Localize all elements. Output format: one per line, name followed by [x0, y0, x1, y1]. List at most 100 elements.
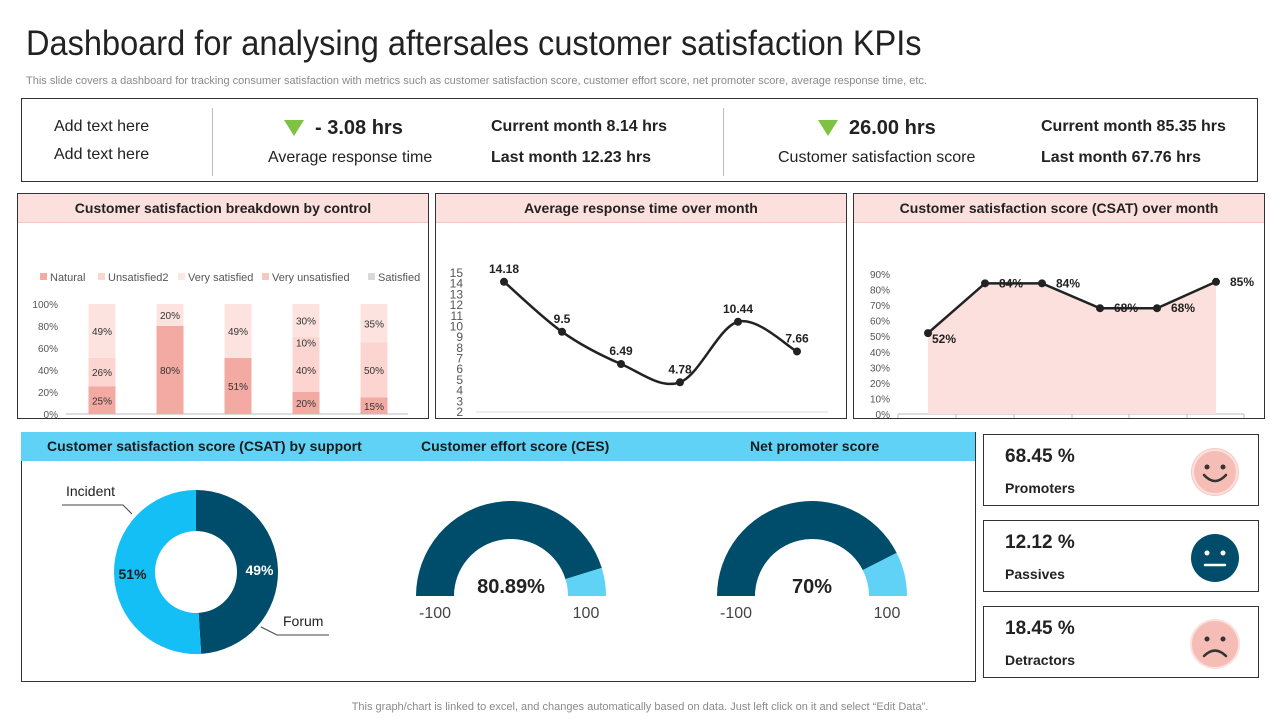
gauge-max-label: 100	[874, 605, 901, 622]
down-arrow-icon	[818, 120, 838, 136]
donut-category-label: Incident	[66, 483, 115, 499]
bar-segment	[292, 337, 320, 348]
y-tick-label: 12	[450, 298, 464, 312]
data-label: 85%	[1230, 275, 1254, 289]
bar-data-label: 26%	[92, 368, 112, 379]
donut-data-label: 49%	[245, 562, 274, 578]
bar-data-label: 10%	[296, 339, 316, 350]
nps-title: Net promoter score	[750, 438, 880, 454]
bar-segment	[88, 386, 116, 414]
y-tick-label: 4	[456, 384, 463, 398]
csat-label: Customer satisfaction score	[778, 149, 976, 166]
data-point	[617, 359, 625, 368]
bar-data-label: 49%	[228, 327, 248, 338]
y-tick-label: 15	[450, 266, 464, 280]
promoters-label: Promoters	[1005, 480, 1076, 496]
y-tick-label: 60%	[870, 317, 890, 328]
placeholder-text-1[interactable]: Add text here	[54, 118, 150, 135]
response-series-line	[503, 280, 798, 386]
bar-data-label: 15%	[364, 402, 384, 413]
bar-segment	[156, 326, 184, 414]
csat-month-chart[interactable]: 0%10%20%30%40%50%60%70%80%90%52%Apr-2384…	[854, 223, 1264, 419]
donut-data-label: 51%	[119, 566, 148, 582]
bar-data-label: 30%	[296, 317, 316, 328]
bar-data-label: 49%	[92, 327, 112, 338]
ces-title: Customer effort score (CES)	[421, 438, 610, 454]
gauge-min-label: -100	[720, 605, 752, 622]
response-current-month: Current month 8.14 hrs	[491, 118, 668, 135]
response-chart[interactable]: 2345678910111213141514.18Apr-239.5May-23…	[436, 223, 846, 419]
response-delta-value: - 3.08 hrs	[315, 117, 403, 139]
y-tick-label: 9	[456, 330, 463, 344]
data-point	[1153, 304, 1161, 313]
bar-data-label: 20%	[296, 399, 316, 410]
sad-face-icon	[1190, 619, 1240, 669]
y-tick-label: 8	[456, 341, 463, 355]
data-label: 84%	[1056, 276, 1080, 290]
csat-series-line	[927, 280, 1217, 335]
y-tick-label: 20%	[870, 379, 890, 390]
data-point	[734, 317, 742, 326]
passives-pct: 12.12 %	[1005, 532, 1075, 553]
gauge-segment	[717, 501, 897, 596]
gauge-value: 70%	[792, 576, 832, 598]
bar-segment	[292, 348, 320, 392]
leader-line	[62, 504, 133, 515]
data-label: 7.66	[785, 331, 809, 345]
legend-swatch	[40, 273, 47, 280]
y-tick-label: 0%	[44, 410, 59, 419]
bar-segment	[360, 397, 388, 414]
data-point	[924, 329, 932, 338]
bar-segment	[156, 304, 184, 326]
y-tick-label: 60%	[38, 344, 58, 355]
promoters-card: 68.45 % Promoters	[983, 434, 1259, 506]
divider	[212, 108, 213, 176]
data-label: 6.49	[609, 344, 633, 358]
breakdown-chart[interactable]: Natural Unsatisfied2 Very satisfied Very un…	[18, 223, 428, 419]
bar-data-label: 51%	[228, 382, 248, 393]
response-last-month: Last month 12.23 hrs	[491, 149, 652, 166]
promoters-pct: 68.45 %	[1005, 446, 1075, 467]
support-charts[interactable]: 49% 51% Incident Forum 80.89% -100 100 70% -100 1…	[21, 461, 975, 681]
data-point	[1212, 277, 1220, 286]
y-tick-label: 0%	[876, 410, 891, 419]
smile-face-icon	[1191, 448, 1239, 496]
y-tick-label: 90%	[870, 270, 890, 281]
kpi-strip	[21, 98, 1258, 182]
csat-delta-value: 26.00 hrs	[849, 117, 936, 139]
passives-card: 12.12 % Passives	[983, 520, 1259, 592]
y-tick-label: 13	[450, 287, 464, 301]
page-subtitle: This slide covers a dashboard for tracki…	[26, 75, 927, 87]
csat-last-month: Last month 67.76 hrs	[1041, 149, 1202, 166]
gauge-min-label: -100	[419, 605, 451, 622]
bar-segment	[360, 342, 388, 398]
data-label: 10.44	[723, 302, 753, 316]
down-arrow-icon	[284, 120, 304, 136]
bar-data-label: 80%	[160, 366, 180, 377]
detractors-card: 18.45 % Detractors	[983, 606, 1259, 678]
divider	[723, 108, 724, 176]
bar-segment	[224, 357, 252, 414]
bar-segment	[88, 357, 116, 387]
data-label: 68%	[1171, 301, 1195, 315]
bar-segment	[292, 392, 320, 414]
y-tick-label: 10	[450, 319, 464, 333]
bar-data-label: 50%	[364, 366, 384, 377]
detractors-pct: 18.45 %	[1005, 618, 1075, 639]
gauge-value: 80.89%	[477, 576, 545, 598]
legend-label: Very satisfied	[188, 272, 253, 284]
passives-label: Passives	[1005, 566, 1065, 582]
legend-swatch	[98, 273, 105, 280]
bar-segment	[224, 304, 252, 358]
legend-swatch	[178, 273, 185, 280]
response-panel-title: Average response time over month	[436, 194, 846, 223]
gauge-segment	[416, 500, 602, 596]
donut-slice	[113, 490, 202, 654]
bar-segment	[88, 304, 116, 358]
placeholder-text-2[interactable]: Add text here	[54, 146, 150, 163]
donut-category-label: Forum	[283, 613, 323, 629]
breakdown-panel-title: Customer satisfaction breakdown by contr…	[18, 194, 428, 223]
y-tick-label: 40%	[870, 348, 890, 359]
data-point	[1096, 304, 1104, 313]
